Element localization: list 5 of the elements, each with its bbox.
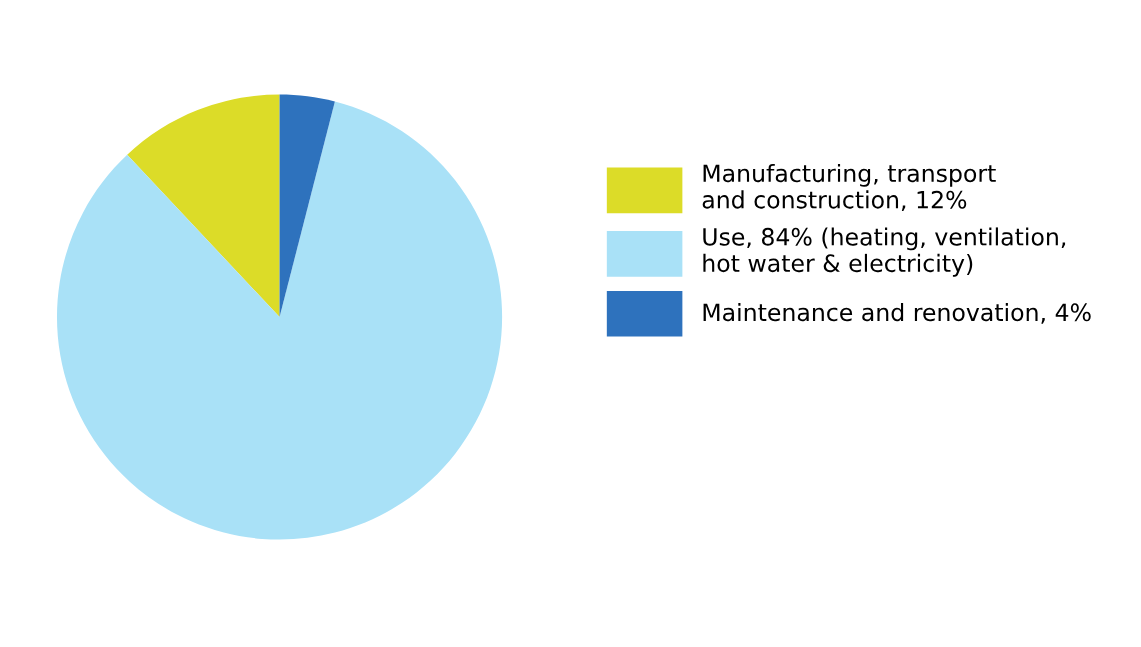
legend-label: Use, 84% (heating, ventilation, hot water & electricity) (703, 227, 1066, 277)
pie-slice (127, 94, 280, 318)
pie-slice (56, 101, 503, 540)
legend-label: Manufacturing, transport and construction, 12% (702, 163, 996, 212)
legend-label: Maintenance and renovation, 4% (703, 302, 1091, 324)
